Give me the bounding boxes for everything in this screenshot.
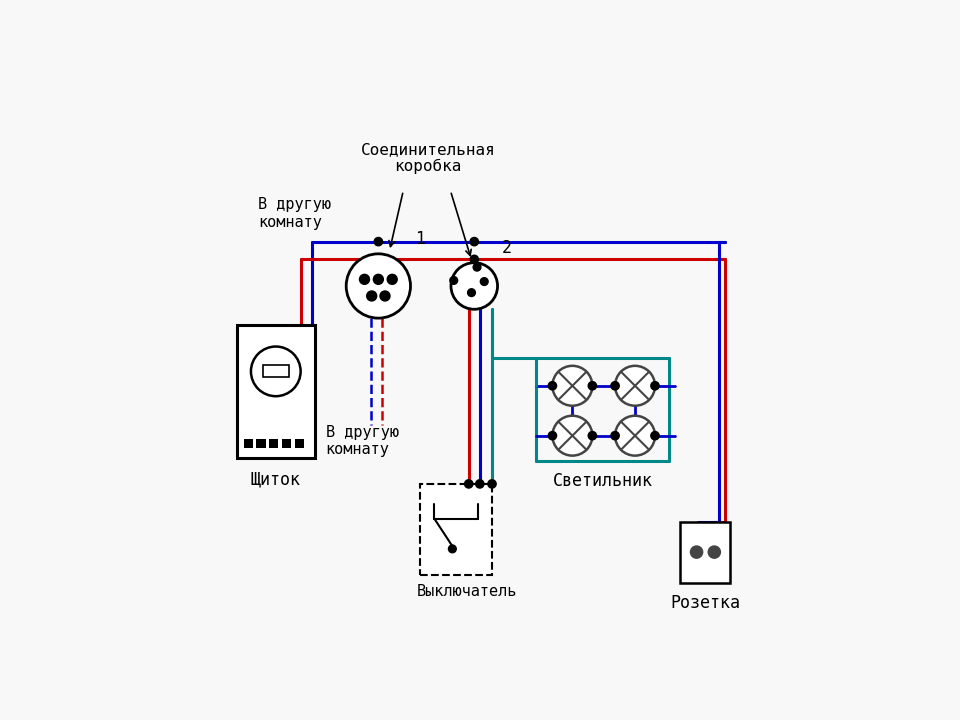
Text: Выключатель: Выключатель	[418, 584, 517, 599]
Circle shape	[448, 545, 456, 553]
Circle shape	[651, 382, 660, 390]
Text: 1: 1	[415, 230, 425, 248]
Circle shape	[473, 264, 481, 271]
Bar	[681, 521, 731, 582]
Circle shape	[690, 546, 703, 558]
Bar	[244, 439, 252, 448]
Circle shape	[611, 382, 619, 390]
Circle shape	[373, 274, 383, 284]
Bar	[237, 325, 315, 458]
Circle shape	[451, 263, 497, 310]
Text: Щиток: Щиток	[251, 470, 300, 488]
Bar	[295, 439, 303, 448]
Circle shape	[387, 274, 397, 284]
Circle shape	[347, 254, 411, 318]
Circle shape	[588, 382, 596, 390]
Circle shape	[470, 238, 478, 246]
Circle shape	[450, 276, 458, 284]
Circle shape	[380, 291, 390, 301]
Bar	[263, 366, 289, 377]
Circle shape	[708, 546, 720, 558]
Bar	[282, 439, 291, 448]
Circle shape	[468, 289, 475, 297]
Text: 2: 2	[502, 239, 512, 257]
Bar	[256, 439, 266, 448]
Circle shape	[374, 238, 382, 246]
Circle shape	[359, 274, 370, 284]
Text: Соединительная
коробка: Соединительная коробка	[361, 142, 495, 174]
Text: В другую
комнату: В другую комнату	[258, 197, 331, 230]
Circle shape	[480, 278, 488, 285]
Bar	[269, 439, 278, 448]
Circle shape	[475, 480, 484, 488]
Text: Розетка: Розетка	[670, 594, 740, 612]
Circle shape	[374, 255, 382, 264]
Text: В другую
комнату: В другую комнату	[325, 425, 398, 457]
Circle shape	[465, 480, 473, 488]
Circle shape	[367, 291, 376, 301]
Circle shape	[548, 431, 557, 440]
Circle shape	[488, 480, 496, 488]
Circle shape	[588, 431, 596, 440]
Circle shape	[615, 366, 655, 406]
Circle shape	[611, 431, 619, 440]
Circle shape	[651, 431, 660, 440]
Circle shape	[470, 255, 478, 264]
Text: Светильник: Светильник	[553, 472, 653, 490]
Circle shape	[552, 366, 592, 406]
Circle shape	[552, 415, 592, 456]
Bar	[420, 484, 492, 575]
Circle shape	[615, 415, 655, 456]
Circle shape	[548, 382, 557, 390]
